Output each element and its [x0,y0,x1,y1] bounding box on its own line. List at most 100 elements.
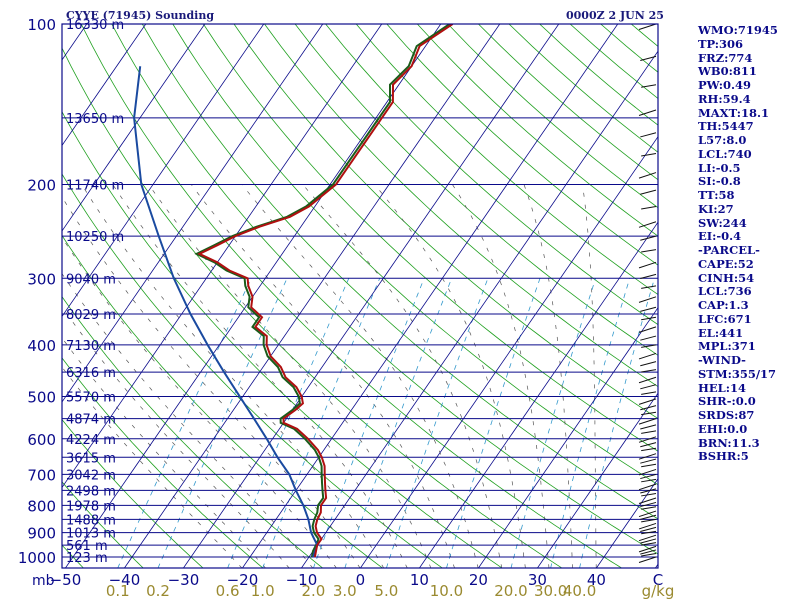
mixing-ratio-label: 2.0 [301,582,325,600]
chart-time: 0000Z 2 JUN 25 [566,9,664,22]
index-item: MAXT:18.1 [698,105,769,120]
moist-adiabat [112,184,408,568]
wind-barb [641,369,657,373]
temperature-tick-label: 40 [587,571,606,589]
dry-adiabat [0,0,24,568]
index-item: WMO:71945 [698,23,778,37]
isotherm-line [62,24,324,403]
wind-barb [638,23,657,30]
sounding-profiles [133,24,454,558]
isotherm-line [536,392,658,568]
mixing-ratio-line [344,278,453,568]
height-label: 1013 m [66,527,116,542]
height-label: 16330 m [66,18,124,33]
index-item: LCL:740 [698,146,752,161]
wind-barb [638,398,657,405]
index-item: FRZ:774 [698,50,753,65]
height-label: 6316 m [66,366,116,381]
wind-barb [641,478,657,483]
moist-adiabat [374,184,526,568]
pressure-label: 100 [27,16,56,34]
pressure-label: 400 [27,337,56,355]
mixing-ratio-line [510,278,597,568]
pressure-label: 900 [27,525,56,543]
index-item: PW:0.49 [698,78,752,92]
wind-barb [641,542,657,546]
dry-adiabat [62,481,144,568]
wind-barb [640,189,657,195]
mixing-ratio-label: 3.0 [333,582,357,600]
index-item: TH:5447 [698,119,754,134]
mixing-ratio-lines [117,278,655,568]
isotherm-lines [62,24,658,568]
temperature-tick-label: 0 [356,571,366,589]
index-item: TP:306 [698,36,744,51]
wind-barb [638,534,657,542]
dry-adiabat [62,357,264,568]
wind-barb [638,453,657,460]
index-item: RH:59.4 [698,91,751,106]
wind-barb [638,261,657,269]
pressure-label: 700 [27,466,56,484]
temperature-tick-label: −40 [109,571,141,589]
wind-barb [641,316,657,321]
wind-barbs [638,23,657,563]
wind-barb [640,473,657,480]
index-item: SW:244 [698,215,747,230]
pressure-unit: mb [32,573,55,589]
mixing-ratio-line [385,278,489,568]
mixing-ratio-label: 40.0 [563,582,596,600]
wind-barb [641,391,657,395]
temperature-tick-label: −50 [50,571,82,589]
wind-barb [638,483,657,491]
wind-barb [638,418,657,425]
height-label: 10250 m [66,230,124,245]
moist-adiabat [148,184,432,568]
moist-adiabat [452,184,550,568]
index-item: L57:8.0 [698,133,747,147]
mixing-ratio-line [227,278,350,568]
index-item: TT:58 [698,188,735,202]
wind-barb [638,109,657,117]
wind-barb [640,526,657,533]
temperature-tick-label: 20 [469,571,488,589]
temperature-tick-label: −20 [227,571,259,589]
mixing-ratio-label: 20.0 [494,582,527,600]
pressure-label: 500 [27,389,56,407]
isotherm-line [62,24,147,147]
wind-barb [641,285,657,289]
index-item: LI:-0.5 [698,160,741,175]
wind-barb [640,458,657,464]
wind-barb [640,235,657,241]
dewpoint-profile [194,24,451,558]
pressure-label: 600 [27,431,56,449]
wind-barb [641,518,657,523]
wind-barb [640,384,657,390]
plot-frame [61,23,659,569]
wind-barb [638,522,657,530]
height-label: 3615 m [66,451,116,466]
isotherm-line [359,136,658,568]
mixing-ratio-label: 5.0 [374,582,398,600]
wind-barb [638,326,657,333]
index-item: MPL:371 [698,339,756,354]
wind-barb [640,501,657,508]
wind-barb [638,436,657,443]
isotherm-line [182,24,560,568]
mixing-ratio-line [117,278,252,568]
wind-barb [640,306,657,312]
isotherm-line [64,24,442,568]
isotherm-line [418,221,658,568]
temperature-unit: C [653,571,663,589]
wind-barb [640,488,657,494]
index-item: CAP:1.3 [698,298,749,312]
wind-barb [641,530,657,535]
mixing-ratio-line [446,278,541,568]
mixing-ratio-line [312,278,425,568]
wind-barb [640,538,657,544]
isotherm-line [241,24,619,568]
isotherm-line [300,50,658,568]
isotherm-line [62,24,206,232]
pressure-label: 300 [27,270,56,288]
mixing-ratio-line [262,278,381,568]
